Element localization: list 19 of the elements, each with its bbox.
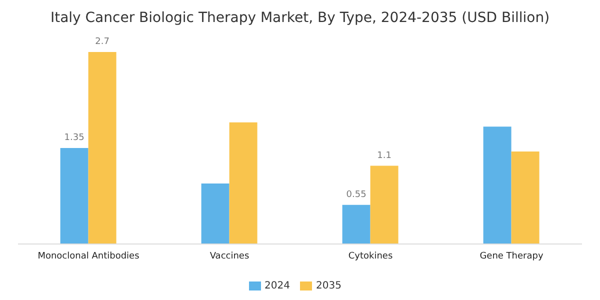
x-tick-label: Vaccines xyxy=(210,251,250,262)
x-tick-label: Cytokines xyxy=(348,251,393,262)
bar xyxy=(370,166,398,244)
bar xyxy=(60,148,88,244)
data-label: 1.35 xyxy=(64,133,84,143)
bar xyxy=(201,184,230,244)
legend-label: 2035 xyxy=(316,280,342,292)
data-label: 1.1 xyxy=(377,150,392,161)
legend-label: 2024 xyxy=(264,280,290,292)
bar xyxy=(511,152,540,244)
chart-title: Italy Cancer Biologic Therapy Market, By Type, 2024-2035 (USD Billion) xyxy=(49,9,551,28)
x-tick-label: Monoclonal Antibodies xyxy=(38,251,140,262)
data-label: 2.7 xyxy=(95,37,110,47)
bar xyxy=(229,122,258,244)
bar xyxy=(88,52,116,244)
x-tick-label: Gene Therapy xyxy=(480,251,544,262)
bar xyxy=(342,204,370,244)
data-label: 0.55 xyxy=(346,190,366,200)
bar xyxy=(483,126,512,244)
